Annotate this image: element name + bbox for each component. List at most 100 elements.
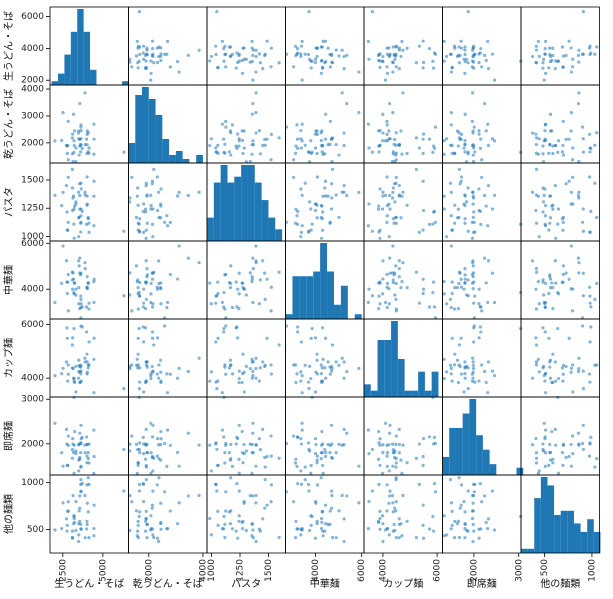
scatter-point	[463, 142, 467, 147]
scatter-point	[138, 380, 142, 384]
scatter-point	[377, 520, 381, 524]
scatter-point	[248, 367, 252, 371]
scatter-point	[388, 494, 392, 498]
scatter-point	[330, 493, 334, 498]
scatter-point	[145, 48, 149, 52]
scatter-point	[478, 325, 482, 329]
scatter-point	[366, 122, 370, 126]
scatter-point	[320, 463, 325, 468]
scatter-point	[83, 451, 87, 455]
scatter-point	[381, 259, 385, 263]
scatter-point	[378, 302, 382, 306]
scatter-point	[159, 370, 163, 374]
scatter-point	[309, 523, 313, 527]
scatter-point	[92, 336, 96, 340]
scatter-point	[261, 143, 265, 148]
scatter-point	[442, 59, 446, 63]
scatter-point	[66, 309, 70, 313]
scatter-point	[309, 228, 313, 232]
hist-bar	[234, 176, 242, 241]
scatter-point	[149, 514, 153, 518]
scatter-point	[381, 522, 385, 526]
scatter-point	[265, 137, 269, 141]
scatter-point	[294, 519, 298, 523]
scatter-point	[149, 528, 153, 532]
scatter-point	[263, 478, 267, 482]
scatter-point	[378, 65, 382, 69]
scatter-point	[269, 285, 273, 289]
scatter-point	[315, 151, 319, 156]
y-variable-labels: 生うどん・そば 乾うどん・そば パスタ 中華麺 カップ麺 即席麺 他の麺類	[2, 11, 15, 534]
scatter-point	[567, 39, 571, 43]
scatter-point	[534, 136, 539, 140]
scatter-point	[223, 522, 227, 526]
scatter-point	[576, 193, 581, 198]
scatter-point	[421, 60, 426, 65]
scatter-point	[244, 57, 248, 61]
scatter-point	[459, 503, 463, 507]
scatter-point	[250, 112, 254, 116]
scatter-point	[442, 357, 446, 361]
scatter-point	[141, 51, 145, 55]
scatter-point	[397, 275, 401, 279]
scatter-point	[136, 366, 140, 370]
scatter-point	[309, 207, 313, 211]
scatter-point	[432, 529, 436, 533]
scatter-point	[449, 190, 453, 194]
scatter-point	[330, 159, 334, 164]
hist-bar	[462, 413, 470, 475]
scatter-point	[452, 536, 457, 540]
scatter-point	[163, 441, 167, 446]
scatter-point	[472, 125, 476, 129]
scatter-point	[92, 280, 96, 284]
scatter-point	[308, 364, 312, 368]
scatter-point	[138, 280, 142, 285]
scatter-point	[86, 215, 90, 220]
scatter-point	[299, 230, 304, 234]
scatter-point	[387, 501, 391, 505]
scatter-point	[250, 59, 254, 64]
scatter-point	[340, 493, 344, 498]
cell-2-0	[49, 162, 129, 242]
scatter-point	[242, 287, 246, 291]
scatter-point	[480, 363, 484, 367]
y-label-4: カップ麺	[2, 338, 15, 378]
x-tick-label: 1250	[236, 559, 246, 582]
scatter-point	[543, 123, 547, 127]
scatter-point	[394, 500, 398, 504]
scatter-point	[228, 285, 233, 290]
hist-bar	[560, 510, 568, 553]
scatter-point	[136, 186, 140, 190]
scatter-point	[295, 123, 299, 127]
scatter-point	[551, 144, 555, 148]
scatter-point	[442, 139, 446, 143]
y-tick-label: 1000	[21, 232, 44, 242]
scatter-point	[150, 39, 155, 43]
scatter-point	[159, 287, 163, 291]
scatter-point	[381, 112, 385, 116]
scatter-point	[484, 520, 488, 524]
cell-frame	[520, 474, 600, 554]
hist-bar	[364, 384, 371, 397]
scatter-point	[486, 259, 491, 263]
scatter-point	[251, 142, 255, 147]
scatter-point	[186, 431, 190, 435]
scatter-point	[383, 78, 388, 82]
scatter-point	[254, 539, 258, 544]
scatter-point	[381, 277, 385, 281]
scatter-point	[370, 489, 375, 493]
scatter-point	[569, 442, 573, 447]
scatter-point	[391, 61, 395, 65]
scatter-point	[235, 482, 239, 486]
scatter-point	[421, 291, 425, 296]
scatter-point	[482, 256, 487, 260]
scatter-point	[472, 210, 476, 214]
scatter-point	[576, 53, 581, 57]
scatter-point	[313, 146, 318, 150]
scatter-point	[142, 390, 146, 394]
scatter-point	[453, 352, 457, 356]
scatter-point	[548, 458, 553, 462]
scatter-point	[168, 509, 172, 513]
scatter-point	[234, 66, 238, 70]
